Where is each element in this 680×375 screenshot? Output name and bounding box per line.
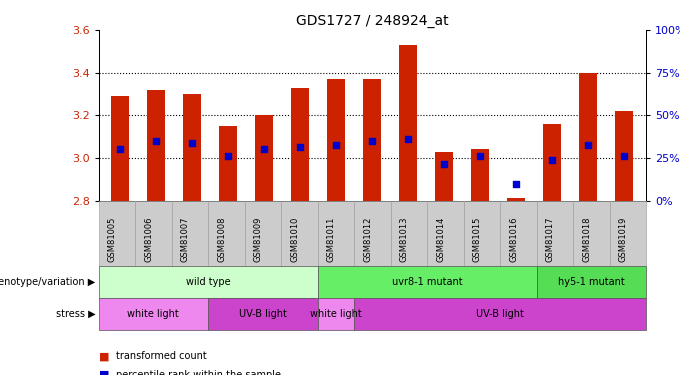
Text: hy5-1 mutant: hy5-1 mutant bbox=[558, 277, 625, 287]
Text: GSM81009: GSM81009 bbox=[254, 217, 262, 262]
Text: white light: white light bbox=[310, 309, 362, 319]
Point bbox=[511, 181, 522, 187]
Text: UV-B light: UV-B light bbox=[476, 309, 524, 319]
Bar bbox=[363, 79, 381, 201]
Text: transformed count: transformed count bbox=[116, 351, 206, 361]
Point bbox=[583, 142, 594, 148]
Text: GSM81010: GSM81010 bbox=[290, 217, 299, 262]
Text: genotype/variation ▶: genotype/variation ▶ bbox=[0, 277, 95, 287]
Bar bbox=[255, 115, 273, 201]
Text: ■: ■ bbox=[99, 351, 109, 361]
Text: GSM81016: GSM81016 bbox=[509, 217, 518, 262]
Point bbox=[115, 146, 126, 152]
Bar bbox=[112, 96, 129, 201]
Bar bbox=[471, 149, 490, 201]
Point bbox=[223, 153, 234, 159]
Point bbox=[547, 157, 558, 163]
Bar bbox=[219, 126, 237, 201]
Text: GSM81019: GSM81019 bbox=[619, 217, 628, 262]
Text: GSM81014: GSM81014 bbox=[437, 217, 445, 262]
Text: GSM81017: GSM81017 bbox=[546, 217, 555, 262]
Text: ■: ■ bbox=[99, 370, 109, 375]
Text: stress ▶: stress ▶ bbox=[56, 309, 95, 319]
Bar bbox=[543, 124, 562, 201]
Text: GSM81015: GSM81015 bbox=[473, 217, 481, 262]
Title: GDS1727 / 248924_at: GDS1727 / 248924_at bbox=[296, 13, 449, 28]
Bar bbox=[327, 79, 345, 201]
Bar bbox=[399, 45, 418, 201]
Text: percentile rank within the sample: percentile rank within the sample bbox=[116, 370, 281, 375]
Text: GSM81018: GSM81018 bbox=[582, 217, 591, 262]
Bar bbox=[615, 111, 633, 201]
Point bbox=[367, 138, 377, 144]
Bar bbox=[435, 152, 454, 201]
Point bbox=[331, 142, 342, 148]
Point bbox=[151, 138, 162, 144]
Point bbox=[439, 161, 449, 167]
Text: GSM81008: GSM81008 bbox=[218, 217, 226, 262]
Text: wild type: wild type bbox=[186, 277, 231, 287]
Point bbox=[295, 144, 306, 150]
Text: white light: white light bbox=[127, 309, 180, 319]
Text: UV-B light: UV-B light bbox=[239, 309, 287, 319]
Point bbox=[403, 136, 413, 142]
Point bbox=[619, 153, 630, 159]
Bar bbox=[183, 94, 201, 201]
Point bbox=[259, 146, 270, 152]
Bar bbox=[507, 198, 526, 201]
Bar bbox=[291, 88, 309, 201]
Text: GSM81005: GSM81005 bbox=[108, 217, 117, 262]
Text: GSM81007: GSM81007 bbox=[181, 217, 190, 262]
Bar bbox=[147, 90, 165, 201]
Text: GSM81013: GSM81013 bbox=[400, 217, 409, 262]
Bar bbox=[579, 73, 598, 201]
Text: GSM81012: GSM81012 bbox=[363, 217, 373, 262]
Point bbox=[187, 140, 198, 146]
Point bbox=[475, 153, 486, 159]
Text: GSM81006: GSM81006 bbox=[144, 217, 153, 262]
Text: uvr8-1 mutant: uvr8-1 mutant bbox=[392, 277, 462, 287]
Text: GSM81011: GSM81011 bbox=[327, 217, 336, 262]
